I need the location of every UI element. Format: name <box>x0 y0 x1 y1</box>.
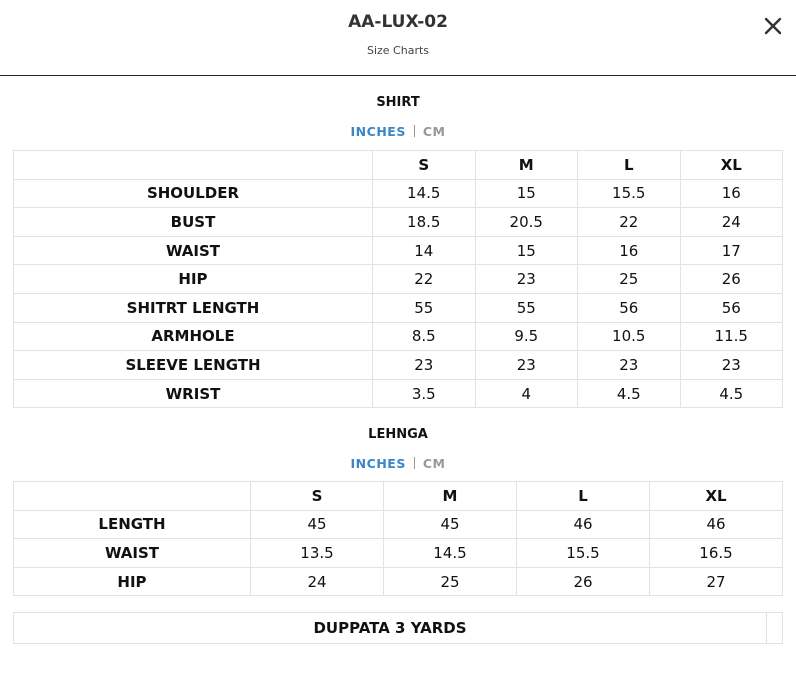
unit-toggle: INCHES CM <box>0 456 796 471</box>
measurement: 10.5 <box>577 321 681 352</box>
table-row: LENGTH 45 45 46 46 <box>13 509 783 540</box>
row-label: BUST <box>13 207 373 237</box>
measurement: 23 <box>474 264 578 294</box>
measurement: 15.5 <box>516 538 650 568</box>
row-label: SLEEVE LENGTH <box>13 350 373 380</box>
measurement: 25 <box>577 264 681 294</box>
divider <box>0 75 796 76</box>
measurement: 26 <box>516 566 650 597</box>
measurement: 46 <box>516 509 650 540</box>
measurement: 11.5 <box>679 321 783 352</box>
measurement: 15 <box>474 178 578 209</box>
measurement: 20.5 <box>474 207 578 237</box>
row-label: SHITRT LENGTH <box>13 292 373 323</box>
measurement: 27 <box>649 566 783 597</box>
separator <box>413 125 415 137</box>
measurement: 23 <box>577 350 681 380</box>
measurement: 9.5 <box>474 321 578 352</box>
column-header: XL <box>679 150 783 180</box>
table-row: WAIST 13.5 14.5 15.5 16.5 <box>13 538 783 568</box>
measurement: 8.5 <box>372 321 476 352</box>
row-label: HIP <box>13 566 251 597</box>
measurement: 4.5 <box>577 378 681 409</box>
table-row: HIP 24 25 26 27 <box>13 566 783 597</box>
table-row: SHOULDER 14.5 15 15.5 16 <box>13 178 783 209</box>
table-row: ARMHOLE 8.5 9.5 10.5 11.5 <box>13 321 783 352</box>
measurement: 3.5 <box>372 378 476 409</box>
measurement: 13.5 <box>250 538 384 568</box>
measurement: 24 <box>250 566 384 597</box>
measurement: 18.5 <box>372 207 476 237</box>
column-header: L <box>577 150 681 180</box>
row-label: HIP <box>13 264 373 294</box>
table-row: HIP 22 23 25 26 <box>13 264 783 294</box>
table-row: BUST 18.5 20.5 22 24 <box>13 207 783 237</box>
measurement: 14.5 <box>383 538 517 568</box>
size-table: S M L XL LENGTH 45 45 46 46 WAIST 13.5 14.5 15.5 16.5… <box>13 481 783 597</box>
unit-toggle: INCHES CM <box>0 124 796 139</box>
measurement: 22 <box>577 207 681 237</box>
separator <box>413 457 415 469</box>
note-cell: DUPPATA 3 YARDS <box>13 612 767 644</box>
empty-cell <box>13 150 373 180</box>
measurement: 55 <box>372 292 476 323</box>
measurement: 23 <box>679 350 783 380</box>
empty-cell <box>766 612 783 644</box>
table-row: SLEEVE LENGTH 23 23 23 23 <box>13 350 783 380</box>
measurement: 56 <box>577 292 681 323</box>
unit-option[interactable]: CM <box>422 456 446 471</box>
row-label: WRIST <box>13 378 373 409</box>
section-title: LEHNGA <box>368 427 428 442</box>
note-table: DUPPATA 3 YARDS <box>13 612 783 644</box>
measurement: 4.5 <box>679 378 783 409</box>
close-button[interactable] <box>763 16 783 36</box>
product-title: AA-LUX-02 <box>348 12 448 32</box>
section-title: SHIRT <box>376 95 420 110</box>
measurement: 17 <box>679 235 783 266</box>
measurement: 55 <box>474 292 578 323</box>
measurement: 16.5 <box>649 538 783 568</box>
unit-option[interactable]: CM <box>422 124 446 139</box>
row-label: SHOULDER <box>13 178 373 209</box>
size-table: S M L XL SHOULDER 14.5 15 15.5 16 BUST 18.5 20.5 22 2… <box>13 150 783 409</box>
measurement: 14 <box>372 235 476 266</box>
subtitle: Size Charts <box>366 44 430 57</box>
row-label: WAIST <box>13 538 251 568</box>
measurement: 4 <box>474 378 578 409</box>
measurement: 56 <box>679 292 783 323</box>
table-row: WAIST 14 15 16 17 <box>13 235 783 266</box>
row-label: WAIST <box>13 235 373 266</box>
column-header: S <box>372 150 476 180</box>
unit-option[interactable]: INCHES <box>350 124 406 139</box>
measurement: 15.5 <box>577 178 681 209</box>
table-row: SHITRT LENGTH 55 55 56 56 <box>13 292 783 323</box>
unit-option[interactable]: INCHES <box>350 456 406 471</box>
header-row: S M L XL <box>13 481 783 511</box>
measurement: 22 <box>372 264 476 294</box>
column-header: XL <box>649 481 783 511</box>
measurement: 25 <box>383 566 517 597</box>
measurement: 45 <box>383 509 517 540</box>
empty-cell <box>13 481 251 511</box>
column-header: S <box>250 481 384 511</box>
table-row: WRIST 3.5 4 4.5 4.5 <box>13 378 783 409</box>
measurement: 14.5 <box>372 178 476 209</box>
measurement: 23 <box>372 350 476 380</box>
row-label: LENGTH <box>13 509 251 540</box>
measurement: 23 <box>474 350 578 380</box>
column-header: M <box>474 150 578 180</box>
header-row: S M L XL <box>13 150 783 180</box>
column-header: M <box>383 481 517 511</box>
measurement: 16 <box>577 235 681 266</box>
measurement: 26 <box>679 264 783 294</box>
row-label: ARMHOLE <box>13 321 373 352</box>
measurement: 45 <box>250 509 384 540</box>
measurement: 16 <box>679 178 783 209</box>
measurement: 46 <box>649 509 783 540</box>
measurement: 24 <box>679 207 783 237</box>
measurement: 15 <box>474 235 578 266</box>
column-header: L <box>516 481 650 511</box>
